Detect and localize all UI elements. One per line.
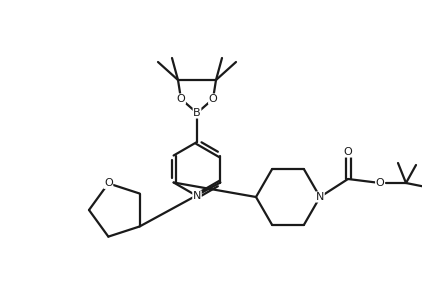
Text: O: O <box>344 147 352 157</box>
Text: N: N <box>316 192 324 202</box>
Text: O: O <box>376 178 384 188</box>
Text: O: O <box>177 94 185 104</box>
Text: B: B <box>193 108 201 118</box>
Text: O: O <box>104 178 113 188</box>
Text: N: N <box>193 191 201 201</box>
Text: O: O <box>208 94 217 104</box>
